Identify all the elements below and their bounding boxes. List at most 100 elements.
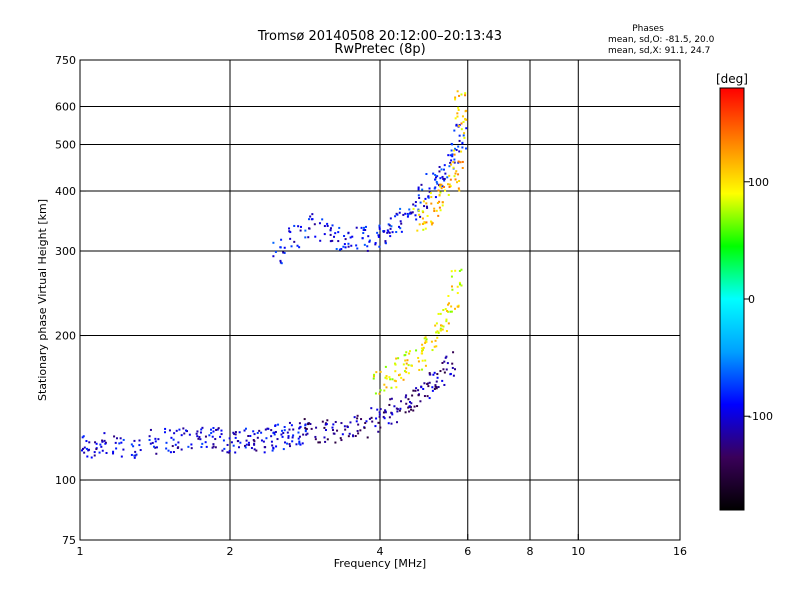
scatter-point xyxy=(362,229,365,232)
scatter-point xyxy=(214,438,217,441)
scatter-point xyxy=(297,225,300,228)
scatter-point xyxy=(95,448,98,451)
scatter-point xyxy=(138,439,141,442)
scatter-point xyxy=(436,175,439,178)
scatter-point xyxy=(347,435,350,438)
scatter-point xyxy=(409,350,412,353)
y-tick-label: 750 xyxy=(55,54,76,67)
scatter-point xyxy=(445,330,448,333)
scatter-point xyxy=(324,429,327,432)
scatter-point xyxy=(394,215,397,218)
scatter-point xyxy=(362,226,365,229)
scatter-point xyxy=(211,435,214,438)
scatter-point xyxy=(438,206,441,209)
scatter-point xyxy=(428,397,431,400)
scatter-point xyxy=(215,428,218,431)
scatter-point xyxy=(323,233,326,236)
scatter-point xyxy=(198,436,201,439)
scatter-point xyxy=(343,425,346,428)
scatter-point xyxy=(416,229,419,232)
scatter-point xyxy=(424,197,427,200)
scatter-point xyxy=(364,422,367,425)
scatter-point xyxy=(408,405,411,408)
scatter-point xyxy=(453,158,456,161)
scatter-point xyxy=(424,336,427,339)
scatter-point xyxy=(347,242,350,245)
scatter-point xyxy=(274,424,277,427)
scatter-point xyxy=(456,115,459,118)
scatter-point xyxy=(360,226,363,229)
scatter-point xyxy=(384,242,387,245)
scatter-point xyxy=(412,203,415,206)
scatter-point xyxy=(298,246,301,249)
scatter-point xyxy=(395,407,398,410)
scatter-point xyxy=(439,191,442,194)
scatter-point xyxy=(187,445,190,448)
scatter-point xyxy=(424,364,427,367)
scatter-point xyxy=(454,368,457,371)
scatter-point xyxy=(411,394,414,397)
scatter-point xyxy=(329,240,332,243)
scatter-point xyxy=(458,281,461,284)
scatter-point xyxy=(304,424,307,427)
scatter-point xyxy=(177,446,180,449)
scatter-point xyxy=(460,150,463,153)
scatter-point xyxy=(385,377,388,380)
scatter-point xyxy=(372,375,375,378)
scatter-point xyxy=(283,251,286,254)
scatter-point xyxy=(421,349,424,352)
scatter-point xyxy=(331,239,334,242)
scatter-point xyxy=(180,434,183,437)
scatter-point xyxy=(451,362,454,365)
scatter-point xyxy=(446,362,449,365)
scatter-point xyxy=(435,331,438,334)
y-axis-label: Stationary phase Virtual Height [km] xyxy=(36,199,49,401)
scatter-point xyxy=(450,149,453,152)
scatter-point xyxy=(407,213,410,216)
scatter-point xyxy=(230,441,233,444)
scatter-point xyxy=(389,227,392,230)
scatter-point xyxy=(186,430,189,433)
scatter-point xyxy=(456,112,459,115)
scatter-point xyxy=(88,441,91,444)
scatter-point xyxy=(98,451,101,454)
scatter-point xyxy=(356,414,359,417)
phases-x-stats: mean, sd,X: 91.1, 24.7 xyxy=(608,46,710,56)
scatter-point xyxy=(347,231,350,234)
scatter-point xyxy=(236,440,239,443)
scatter-point xyxy=(378,227,381,230)
scatter-point xyxy=(234,431,237,434)
scatter-point xyxy=(288,227,291,230)
scatter-point xyxy=(119,437,122,440)
scatter-point xyxy=(419,201,422,204)
scatter-point xyxy=(464,92,467,95)
scatter-point xyxy=(115,447,118,450)
scatter-point xyxy=(336,429,339,432)
scatter-point xyxy=(361,237,364,240)
scatter-point xyxy=(407,372,410,375)
scatter-point xyxy=(248,443,251,446)
scatter-point xyxy=(101,439,104,442)
scatter-point xyxy=(374,243,377,246)
scatter-point xyxy=(280,433,283,436)
scatter-point xyxy=(331,426,334,429)
scatter-point xyxy=(346,425,349,428)
scatter-point xyxy=(331,429,334,432)
scatter-point xyxy=(438,165,441,168)
scatter-point xyxy=(399,227,402,230)
scatter-point xyxy=(377,430,380,433)
scatter-point xyxy=(408,208,411,211)
scatter-point xyxy=(301,442,304,445)
scatter-point xyxy=(461,166,464,169)
scatter-point xyxy=(441,204,444,207)
scatter-point xyxy=(427,196,430,199)
scatter-point xyxy=(238,431,241,434)
scatter-point xyxy=(456,285,459,288)
scatter-point xyxy=(427,195,430,198)
scatter-point xyxy=(405,367,408,370)
scatter-point xyxy=(404,359,407,362)
scatter-point xyxy=(151,441,154,444)
scatter-point xyxy=(103,439,106,442)
scatter-point xyxy=(101,449,104,452)
scatter-point xyxy=(389,217,392,220)
